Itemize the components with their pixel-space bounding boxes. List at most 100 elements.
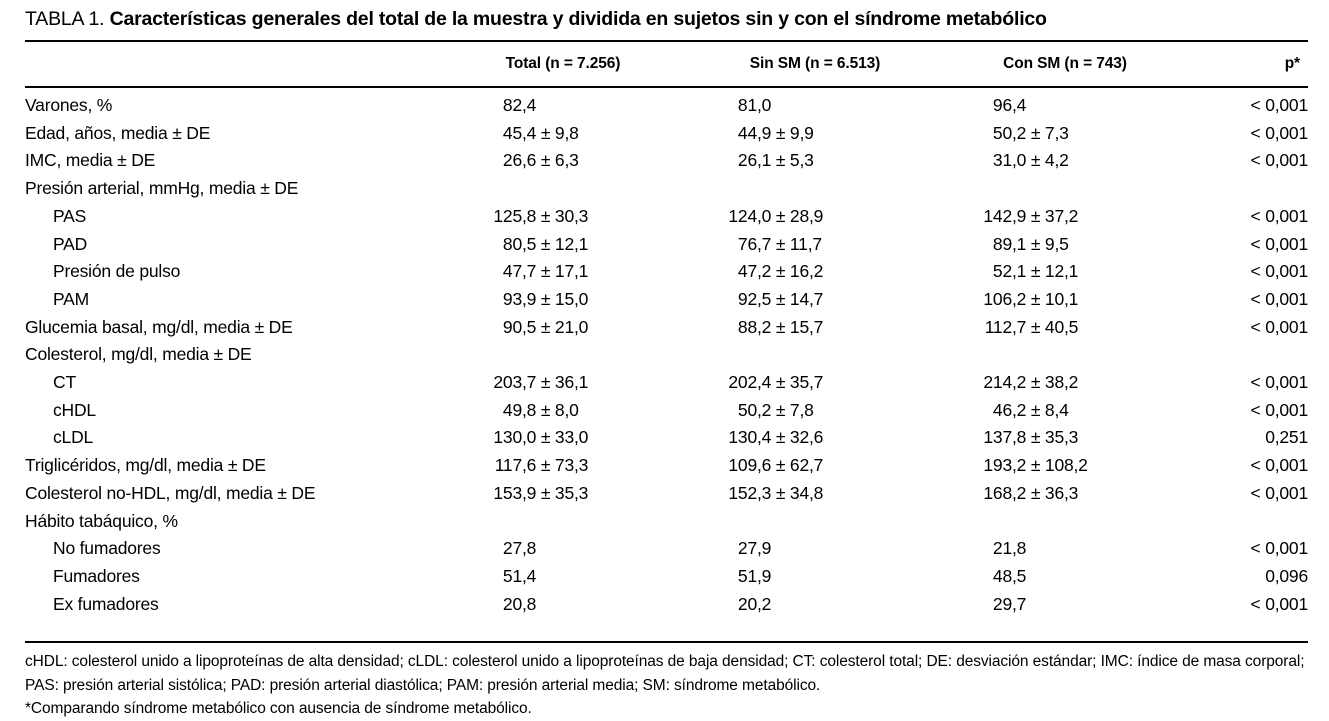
table-row: Fumadores 51,4 51,9 48,5 0,096 bbox=[25, 563, 1308, 591]
row-label: PAM bbox=[53, 288, 90, 309]
cell-sin-sm: 47,2 ± 16,2 bbox=[737, 261, 824, 282]
cell-p-value: < 0,001 bbox=[1250, 233, 1309, 254]
table-row: Edad, años, media ± DE 45,4 ± 9,8 44,9 ±… bbox=[25, 120, 1308, 148]
table-number-label: TABLA 1. bbox=[25, 8, 105, 30]
cell-total: 130,0 ± 33,0 bbox=[493, 427, 589, 448]
cell-total: 45,4 ± 9,8 bbox=[502, 122, 579, 143]
column-header-total: Total (n = 7.256) bbox=[505, 55, 621, 72]
cell-sin-sm bbox=[689, 341, 941, 369]
cell-total: 80,5 ± 12,1 bbox=[502, 233, 589, 254]
cell-p-value: < 0,001 bbox=[1250, 372, 1309, 393]
row-label: Triglicéridos, mg/dl, media ± DE bbox=[25, 455, 266, 476]
cell-sin-sm: 76,7 ± 11,7 bbox=[737, 233, 822, 254]
table-row: PAS 125,8 ± 30,3 124,0 ± 28,9 142,9 ± 37… bbox=[25, 203, 1308, 231]
cell-p-value: < 0,001 bbox=[1250, 95, 1309, 115]
cell-con-sm: 137,8 ± 35,3 bbox=[983, 427, 1079, 448]
table-row-group: Presión arterial, mmHg, media ± DE bbox=[25, 175, 1308, 203]
cell-sin-sm bbox=[689, 175, 941, 203]
row-label: IMC, media ± DE bbox=[25, 150, 156, 171]
row-group-label: Presión arterial, mmHg, media ± DE bbox=[25, 178, 299, 199]
cell-con-sm: 21,8 bbox=[992, 538, 1027, 559]
row-label: Edad, años, media ± DE bbox=[25, 122, 211, 143]
cell-sin-sm: 92,5 ± 14,7 bbox=[737, 288, 824, 309]
cell-total bbox=[437, 508, 689, 536]
table-row: No fumadores 27,8 27,9 21,8 < 0,001 bbox=[25, 535, 1308, 563]
cell-p-value bbox=[1189, 508, 1308, 536]
cell-total: 90,5 ± 21,0 bbox=[502, 316, 589, 337]
column-header-empty bbox=[25, 53, 437, 75]
cell-p-value bbox=[1189, 341, 1308, 369]
cell-total: 203,7 ± 36,1 bbox=[493, 372, 589, 393]
cell-sin-sm: 109,6 ± 62,7 bbox=[728, 455, 824, 476]
cell-con-sm bbox=[941, 175, 1189, 203]
data-table: Varones, % 82,4 81,0 96,4 < 0,001 Edad, … bbox=[25, 92, 1308, 618]
table-row: cLDL 130,0 ± 33,0 130,4 ± 32,6 137,8 ± 3… bbox=[25, 424, 1308, 452]
table-footnotes: cHDL: colesterol unido a lipoproteínas d… bbox=[25, 650, 1315, 721]
cell-total: 117,6 ± 73,3 bbox=[494, 455, 589, 476]
cell-total: 26,6 ± 6,3 bbox=[502, 150, 579, 171]
cell-total: 47,7 ± 17,1 bbox=[502, 261, 589, 282]
row-label: PAD bbox=[53, 233, 88, 254]
row-label: Presión de pulso bbox=[53, 261, 181, 282]
cell-total: 51,4 bbox=[502, 565, 537, 586]
table-row: Presión de pulso 47,7 ± 17,1 47,2 ± 16,2… bbox=[25, 258, 1308, 286]
cell-sin-sm: 26,1 ± 5,3 bbox=[737, 150, 814, 171]
row-group-label: Colesterol, mg/dl, media ± DE bbox=[25, 344, 252, 365]
cell-p-value: < 0,001 bbox=[1250, 150, 1309, 171]
column-header-sin-sm: Sin SM (n = 6.513) bbox=[749, 55, 881, 72]
footnote-abbreviations: cHDL: colesterol unido a lipoproteínas d… bbox=[25, 653, 1305, 694]
column-header-p: p* bbox=[1284, 55, 1300, 72]
table-row: Colesterol no-HDL, mg/dl, media ± DE 153… bbox=[25, 480, 1308, 508]
row-label: No fumadores bbox=[53, 538, 161, 559]
row-label: cLDL bbox=[53, 427, 94, 448]
cell-p-value: < 0,001 bbox=[1250, 288, 1309, 309]
row-label: Glucemia basal, mg/dl, media ± DE bbox=[25, 316, 293, 337]
cell-con-sm: 50,2 ± 7,3 bbox=[992, 122, 1069, 143]
cell-p-value: < 0,001 bbox=[1250, 205, 1309, 226]
row-label: PAS bbox=[53, 205, 87, 226]
rule-above-footnotes bbox=[25, 641, 1308, 643]
cell-sin-sm: 124,0 ± 28,9 bbox=[728, 205, 824, 226]
cell-con-sm: 46,2 ± 8,4 bbox=[992, 399, 1069, 420]
table-row: IMC, media ± DE 26,6 ± 6,3 26,1 ± 5,3 31… bbox=[25, 147, 1308, 175]
cell-sin-sm: 88,2 ± 15,7 bbox=[737, 316, 824, 337]
cell-total: 82,4 bbox=[502, 95, 537, 115]
table-row: PAM 93,9 ± 15,0 92,5 ± 14,7 106,2 ± 10,1… bbox=[25, 286, 1308, 314]
cell-sin-sm: 27,9 bbox=[737, 538, 772, 559]
cell-sin-sm: 81,0 bbox=[737, 95, 772, 115]
cell-total: 49,8 ± 8,0 bbox=[502, 399, 579, 420]
cell-con-sm: 96,4 bbox=[992, 95, 1027, 115]
cell-p-value: < 0,001 bbox=[1250, 455, 1309, 476]
table-row: Glucemia basal, mg/dl, media ± DE 90,5 ±… bbox=[25, 314, 1308, 342]
cell-sin-sm: 51,9 bbox=[737, 565, 772, 586]
cell-total: 20,8 bbox=[502, 593, 537, 614]
table-header-row: Total (n = 7.256) Sin SM (n = 6.513) Con… bbox=[25, 53, 1308, 75]
cell-con-sm: 112,7 ± 40,5 bbox=[984, 316, 1079, 337]
table-row: Ex fumadores 20,8 20,2 29,7 < 0,001 bbox=[25, 591, 1308, 619]
cell-sin-sm: 202,4 ± 35,7 bbox=[728, 372, 824, 393]
row-label: Fumadores bbox=[53, 565, 140, 586]
row-group-label: Hábito tabáquico, % bbox=[25, 510, 178, 531]
table-row: Triglicéridos, mg/dl, media ± DE 117,6 ±… bbox=[25, 452, 1308, 480]
cell-con-sm: 193,2 ± 108,2 bbox=[983, 455, 1088, 476]
cell-p-value: < 0,001 bbox=[1250, 122, 1309, 143]
cell-con-sm: 142,9 ± 37,2 bbox=[983, 205, 1079, 226]
column-header-con-sm: Con SM (n = 743) bbox=[1003, 55, 1127, 72]
cell-p-value: 0,251 bbox=[1265, 427, 1308, 448]
table-title: TABLA 1. Características generales del t… bbox=[25, 6, 1315, 32]
cell-con-sm: 168,2 ± 36,3 bbox=[983, 482, 1079, 503]
cell-p-value: < 0,001 bbox=[1250, 593, 1309, 614]
cell-p-value: < 0,001 bbox=[1250, 316, 1309, 337]
table-row: cHDL 49,8 ± 8,0 50,2 ± 7,8 46,2 ± 8,4 < … bbox=[25, 397, 1308, 425]
table-row: Varones, % 82,4 81,0 96,4 < 0,001 bbox=[25, 92, 1308, 120]
table-row-group: Hábito tabáquico, % bbox=[25, 508, 1308, 536]
cell-con-sm bbox=[941, 508, 1189, 536]
row-label: CT bbox=[53, 372, 76, 393]
row-label: Ex fumadores bbox=[53, 593, 159, 614]
cell-con-sm: 214,2 ± 38,2 bbox=[983, 372, 1079, 393]
cell-total bbox=[437, 175, 689, 203]
cell-sin-sm: 50,2 ± 7,8 bbox=[737, 399, 814, 420]
cell-p-value: < 0,001 bbox=[1250, 399, 1309, 420]
cell-sin-sm: 130,4 ± 32,6 bbox=[728, 427, 824, 448]
row-label: Varones, % bbox=[25, 95, 113, 115]
